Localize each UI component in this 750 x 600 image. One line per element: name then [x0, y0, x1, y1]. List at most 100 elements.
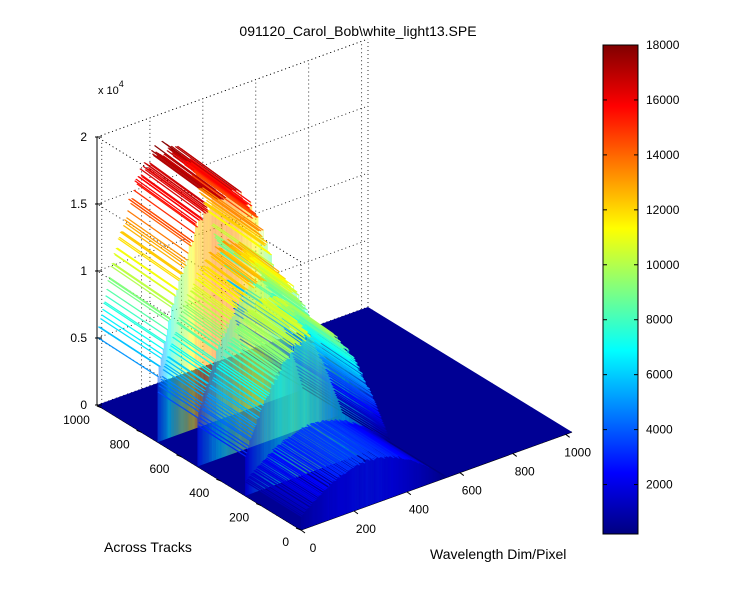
surface-face [429, 466, 431, 484]
surface-face [196, 222, 198, 429]
surface-face [322, 490, 324, 523]
surface-face [384, 458, 386, 500]
surface-face [404, 459, 407, 493]
surface-face [378, 457, 381, 502]
surface-face [302, 514, 304, 530]
z-tick-label: 0 [80, 398, 87, 412]
surface-face [357, 463, 359, 510]
surface-face [311, 503, 313, 527]
surface-face [358, 463, 360, 510]
surface-face [436, 470, 438, 482]
surface-face [343, 472, 345, 515]
surface-face [220, 347, 222, 459]
surface-face [400, 455, 402, 494]
y-tick-label: 400 [189, 486, 209, 500]
surface-face [197, 417, 199, 467]
x-tick-label: 1000 [564, 445, 591, 459]
surface-face [250, 438, 252, 494]
surface-face [407, 459, 409, 492]
surface-face [425, 465, 427, 485]
surface-face [356, 464, 358, 511]
surface-face [368, 458, 370, 506]
surface-face [406, 458, 408, 493]
y-tick-label: 800 [110, 437, 130, 451]
surface-face [416, 461, 418, 489]
surface-face [399, 455, 401, 495]
colorbar-gradient [602, 44, 639, 535]
y-tick-label: 600 [149, 462, 169, 476]
surface-face [344, 473, 346, 515]
surface-face [372, 457, 374, 505]
surface-face [254, 426, 256, 493]
z-tick-label: 1.5 [70, 197, 87, 211]
colorbar-tick-label: 12000 [646, 203, 680, 217]
surface-face [249, 440, 251, 495]
surface-face [301, 516, 303, 530]
x-tick-label: 200 [356, 522, 376, 536]
surface-face [210, 370, 212, 462]
surface-face [329, 486, 331, 520]
surface-face [316, 498, 318, 525]
y-axis-label: Across Tracks [104, 539, 192, 555]
surface-face [385, 456, 387, 500]
surface-face [339, 477, 341, 517]
surface-face [398, 458, 400, 495]
surface-face [180, 273, 182, 434]
surface-face [200, 405, 202, 466]
surface-face [185, 265, 187, 432]
surface-face [401, 456, 403, 494]
x-tick-label: 600 [462, 484, 482, 498]
surface-face [228, 323, 230, 456]
surface-face [272, 382, 274, 487]
surface-face [330, 483, 332, 520]
surface-face [184, 261, 186, 433]
surface-face [172, 304, 174, 437]
surface-face [248, 445, 250, 495]
surface-face [402, 458, 404, 494]
surface-face [224, 329, 226, 457]
x-tick-mark [353, 510, 359, 515]
surface-face [198, 411, 200, 467]
surface-face [243, 294, 245, 450]
surface-face [386, 455, 388, 500]
surface-face [312, 501, 314, 526]
surface-face [215, 359, 217, 461]
x-tick-mark [512, 453, 518, 457]
surface-face [266, 397, 268, 489]
surface-face [310, 505, 312, 527]
surface-face [167, 321, 169, 439]
surface-face [246, 452, 248, 496]
z-tick-label: 0.5 [70, 331, 87, 345]
surface-face [271, 382, 273, 487]
surface-face [361, 462, 363, 509]
y-tick-label: 200 [229, 511, 249, 525]
x-tick-label: 0 [310, 541, 317, 555]
surface-face [222, 333, 224, 458]
surface-face [256, 281, 258, 446]
surface-face [408, 457, 410, 492]
surface-face [158, 366, 160, 442]
surface-face [247, 448, 249, 496]
x-tick-mark [406, 491, 412, 496]
surface-face [389, 455, 391, 499]
track-band [244, 419, 446, 530]
surface-face [423, 464, 425, 486]
surface-face [289, 353, 291, 480]
surface-face [364, 462, 366, 508]
surface-face [326, 487, 329, 521]
surface-face [178, 280, 180, 435]
surface-face [257, 416, 259, 492]
surface-face [437, 471, 439, 481]
surface-face [328, 484, 330, 521]
surface-face [421, 462, 423, 487]
track-band [196, 295, 392, 496]
surface-face [392, 456, 394, 497]
y-tick-mark [176, 454, 182, 458]
surface-face [373, 459, 375, 504]
surface-face [350, 468, 352, 512]
surface-face [367, 458, 369, 506]
chart-title: 091120_Carol_Bob\white_light13.SPE [239, 23, 476, 39]
surface-face [261, 404, 263, 490]
surface-face [165, 335, 167, 440]
surface-face [157, 376, 159, 443]
